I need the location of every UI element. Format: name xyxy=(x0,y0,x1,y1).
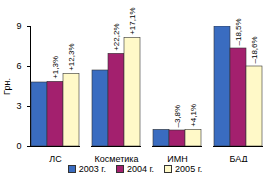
svg-text:–3,8%: –3,8% xyxy=(173,105,182,128)
svg-text:+22,2%: +22,2% xyxy=(112,23,121,50)
svg-text:–18,5%: –18,5% xyxy=(234,18,243,45)
svg-text:+1,3%: +1,3% xyxy=(51,56,60,79)
svg-text:0: 0 xyxy=(16,141,21,151)
svg-text:+17,1%: +17,1% xyxy=(128,7,137,34)
svg-text:+4,1%: +4,1% xyxy=(189,104,198,127)
html-text:2003 г.: 2003 г. xyxy=(78,164,106,174)
svg-text:3: 3 xyxy=(16,101,21,111)
svg-text:–18,6%: –18,6% xyxy=(250,36,259,63)
svg-text:+12,3%: +12,3% xyxy=(67,43,76,70)
svg-text:БАД: БАД xyxy=(229,154,247,162)
html-text:2005 г.: 2005 г. xyxy=(175,164,203,174)
svg-text:ИМН: ИМН xyxy=(167,154,187,162)
svg-text:9: 9 xyxy=(16,21,21,31)
svg-text:6: 6 xyxy=(16,61,21,71)
svg-text:Косметика: Косметика xyxy=(95,154,139,162)
svg-text:ЛС: ЛС xyxy=(49,154,62,162)
html-text:2004 г.: 2004 г. xyxy=(126,164,155,174)
svg-text:Грн.: Грн. xyxy=(2,78,12,95)
